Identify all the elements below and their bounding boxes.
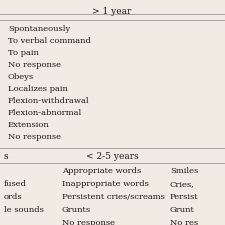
Text: < 2-5 years: < 2-5 years [86,152,138,161]
Text: To verbal command: To verbal command [8,37,91,45]
Text: fused: fused [4,180,27,188]
Text: No response: No response [8,133,61,141]
Text: s: s [4,152,9,161]
Text: Grunt: Grunt [170,206,195,214]
Text: Inappropriate words: Inappropriate words [62,180,149,188]
Text: Persistent cries/screams: Persistent cries/screams [62,193,165,201]
Text: Localizes pain: Localizes pain [8,85,68,93]
Text: Extension: Extension [8,121,50,129]
Text: > 1 year: > 1 year [92,7,132,16]
Text: Appropriate words: Appropriate words [62,167,141,175]
Text: Cries,: Cries, [170,180,195,188]
Text: Flexion-withdrawal: Flexion-withdrawal [8,97,90,105]
Text: To pain: To pain [8,49,39,57]
Text: Flexion-abnormal: Flexion-abnormal [8,109,82,117]
Text: Persist: Persist [170,193,199,201]
Text: No response: No response [62,219,115,225]
Text: No res: No res [170,219,198,225]
Text: le sounds: le sounds [4,206,44,214]
Text: No response: No response [8,61,61,69]
Text: Smiles: Smiles [170,167,198,175]
Text: ords: ords [4,193,23,201]
Text: Grunts: Grunts [62,206,91,214]
Text: Obeys: Obeys [8,73,34,81]
Text: Spontaneously: Spontaneously [8,25,70,33]
